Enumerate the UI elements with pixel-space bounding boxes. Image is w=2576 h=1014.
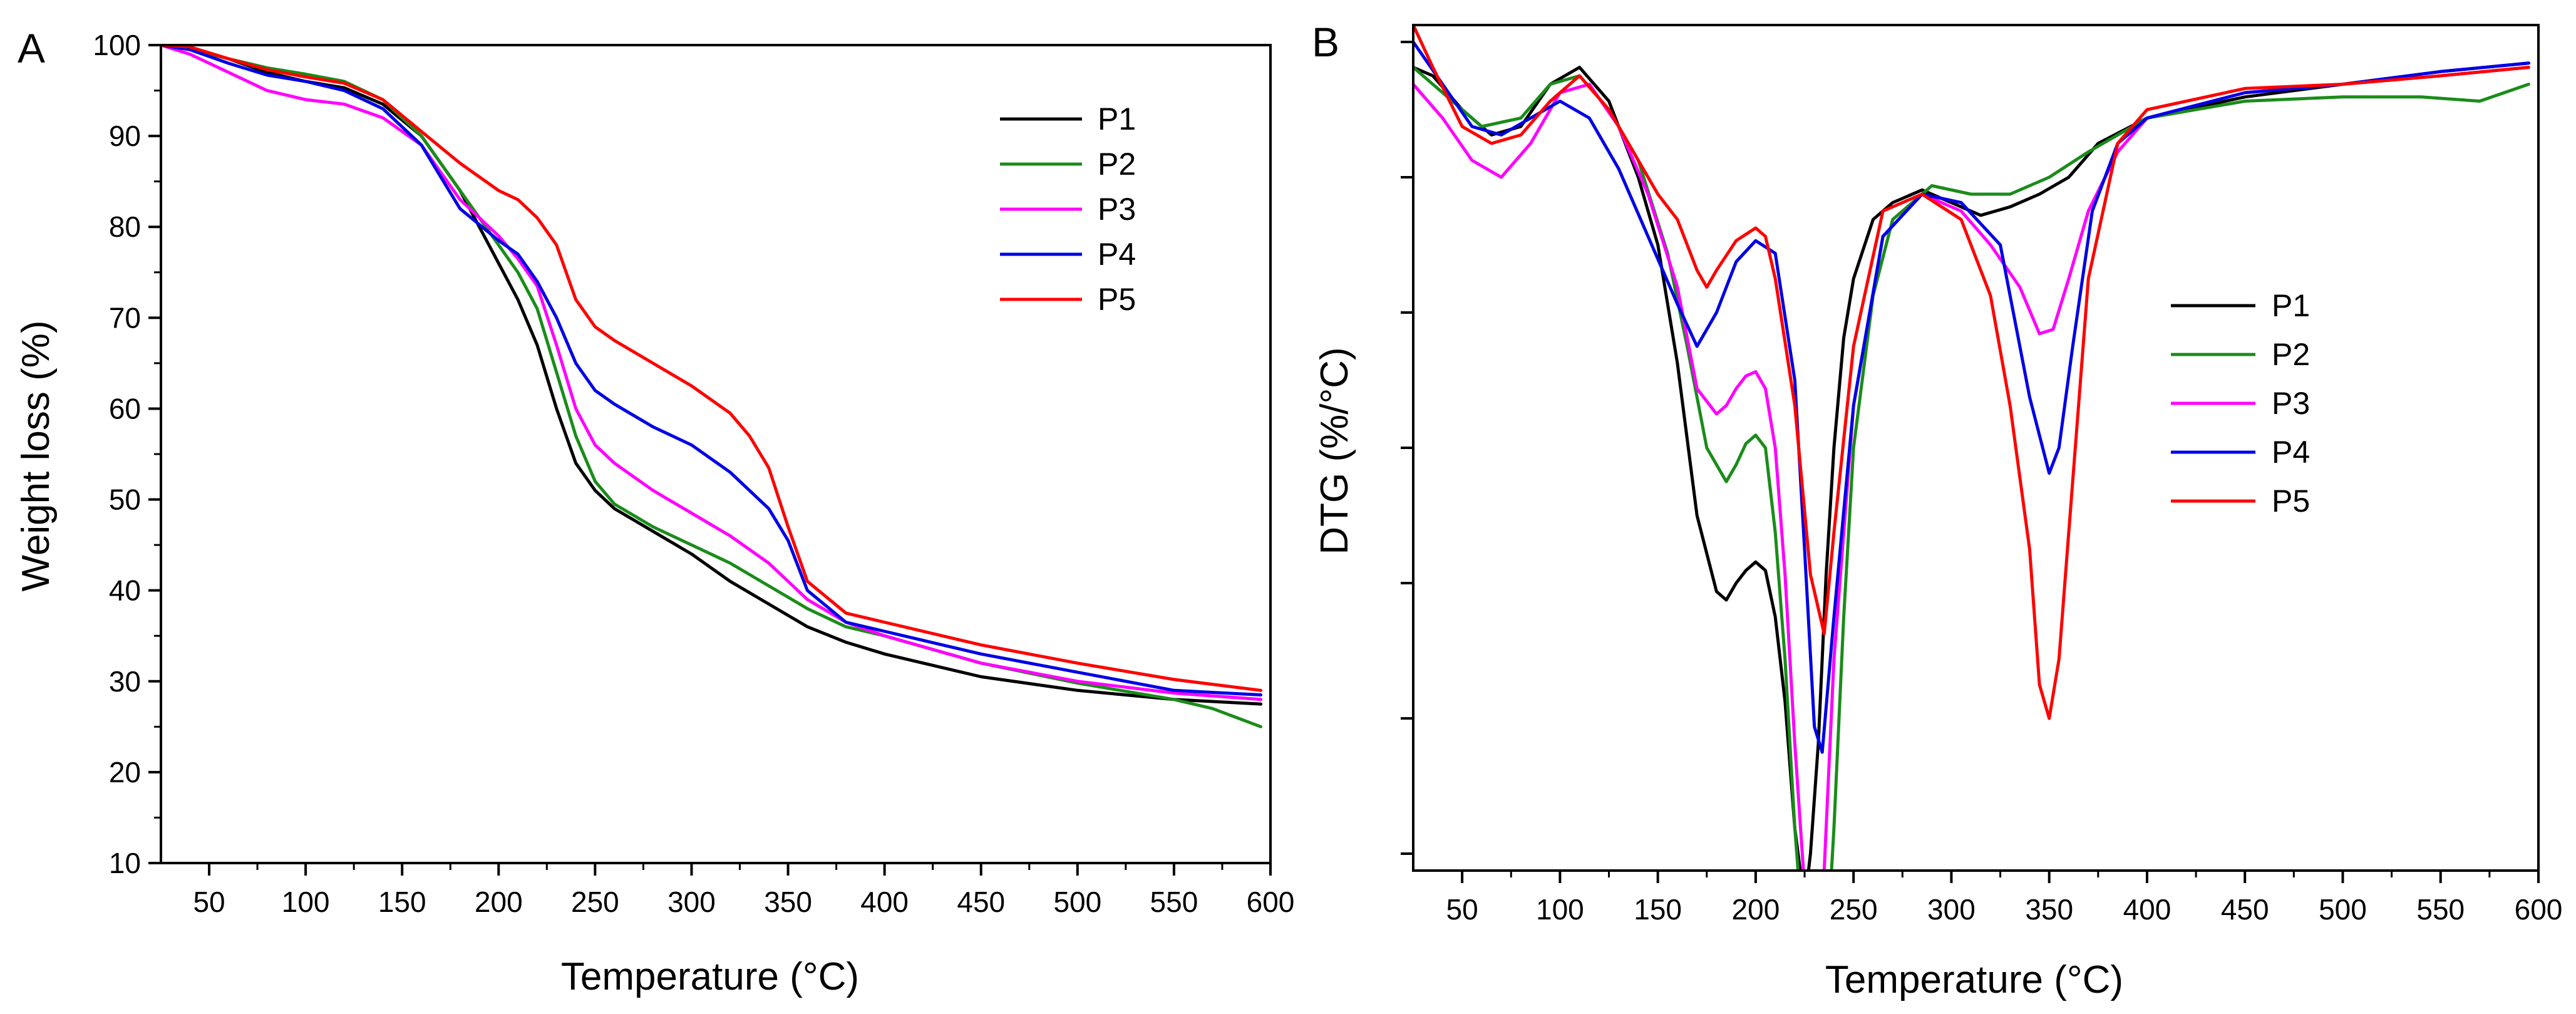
panel-a-weight-loss-chart: A 50 100 150 200 250 300 350 400 450 500 550 600 10… [14,25,1294,998]
panel-a-x-ticks: 50 100 150 200 250 300 350 400 450 500 550 600 [193,863,1294,918]
x-tick-label: 350 [764,886,812,918]
x-tick-label: 450 [957,886,1005,918]
legend-label-p2: P2 [1098,147,1136,182]
x-tick-label: 350 [2025,893,2073,926]
panel-b-letter: B [1312,19,1339,65]
panel-b-x-ticks: 50 100 150 200 250 300 350 400 450 500 550 600 [1446,871,2563,926]
x-tick-label: 550 [2416,893,2465,926]
x-tick-label: 500 [2319,893,2367,926]
y-tick-label: 10 [109,847,141,879]
y-tick-label: 20 [109,756,141,789]
x-tick-label: 250 [1830,893,1878,926]
x-tick-label: 600 [2515,893,2563,926]
panel-b-marks [1413,25,2530,871]
panel-a-series-p4-line [161,45,1263,696]
y-tick-label: 40 [109,574,141,607]
x-tick-label: 300 [1927,893,1976,926]
x-tick-label: 100 [282,886,330,918]
x-tick-label: 200 [1732,893,1780,926]
panel-a-letter: A [18,25,45,71]
panel-b-series-p5-line [1413,25,2530,720]
x-tick-label: 400 [860,886,909,918]
legend-label-p1: P1 [2272,288,2310,323]
x-tick-label: 450 [2221,893,2269,926]
panel-b-series-p1-line [1413,61,2530,871]
legend-label-p2: P2 [2272,337,2310,372]
x-tick-label: 400 [2123,893,2172,926]
legend-label-p5: P5 [1098,282,1136,317]
x-tick-label: 50 [193,886,225,918]
legend-label-p4: P4 [2272,435,2310,470]
y-tick-label: 80 [109,210,141,243]
y-tick-label: 90 [109,120,141,152]
panel-a-y-axis-title: Weight loss (%) [14,321,58,592]
legend-label-p5: P5 [2272,484,2310,519]
y-tick-label: 50 [109,484,141,516]
panel-a-legend: P1 P2 P3 P4 P5 [1000,101,1136,317]
x-tick-label: 550 [1150,886,1198,918]
x-tick-label: 500 [1053,886,1101,918]
y-tick-label: 60 [109,392,141,425]
panel-a-series-p5-line [161,45,1263,692]
legend-label-p1: P1 [1098,101,1136,137]
panel-b-dtg-chart: B 50 100 150 200 250 300 350 400 450 500 550 600 Te… [1312,19,2562,1001]
x-tick-label: 300 [667,886,716,918]
panel-b-series-p4-line [1413,40,2530,754]
x-tick-label: 250 [571,886,619,918]
panel-b-x-axis-title: Temperature (°C) [1825,958,2123,1001]
x-tick-label: 150 [1634,893,1682,926]
y-tick-label: 30 [109,665,141,698]
panel-a-series-p3-line [161,45,1263,701]
x-tick-label: 600 [1247,886,1295,918]
y-tick-label: 70 [109,301,141,334]
legend-label-p4: P4 [1098,237,1136,272]
legend-label-p3: P3 [2272,386,2310,421]
legend-label-p3: P3 [1098,192,1136,227]
x-tick-label: 100 [1536,893,1584,926]
panel-b-legend: P1 P2 P3 P4 P5 [2171,288,2310,519]
panel-b-y-axis-title: DTG (%/°C) [1313,347,1356,554]
panel-a-x-axis-title: Temperature (°C) [561,955,859,998]
panel-a-marks [161,45,1263,728]
panel-b-y-ticks [1401,41,1413,855]
y-tick-label: 100 [93,29,141,61]
x-tick-label: 200 [475,886,523,918]
x-tick-label: 150 [378,886,426,918]
x-tick-label: 50 [1446,893,1478,926]
panel-a-y-ticks: 10 20 30 40 50 60 70 80 90 100 [93,29,161,879]
